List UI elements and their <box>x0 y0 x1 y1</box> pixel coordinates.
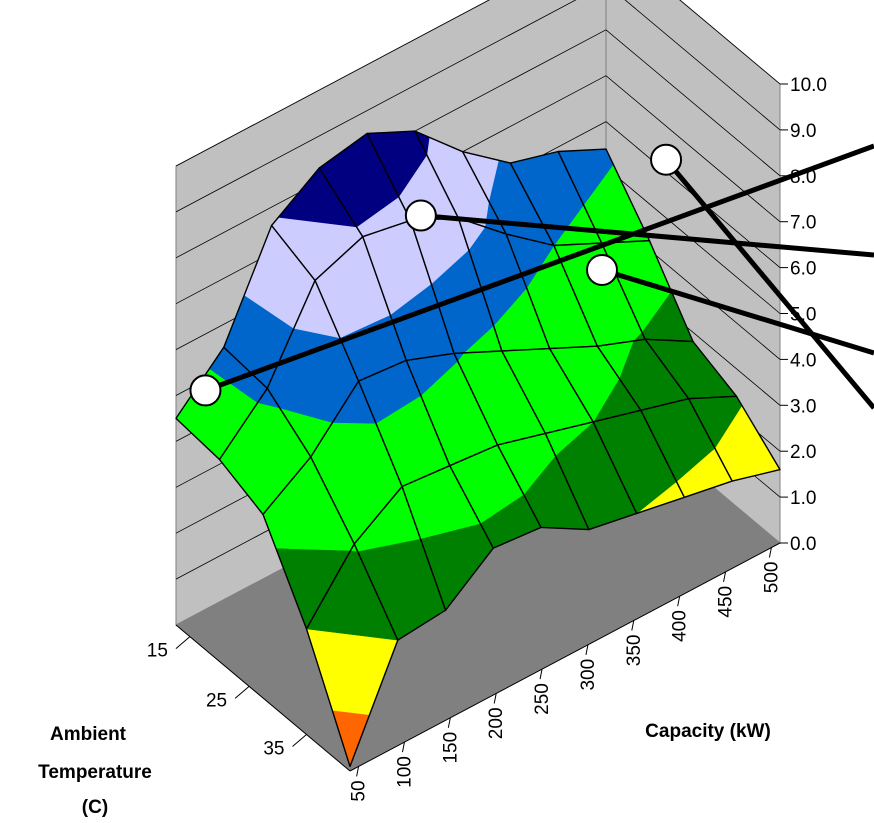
x-ticks: 50 100 150 200 250 300 350 400 450 500 <box>349 542 782 802</box>
z-tick-label: 8.0 <box>790 167 816 188</box>
callout-marker <box>586 253 619 286</box>
z-tick-label: 2.0 <box>790 442 816 463</box>
x-axis-line <box>349 542 781 772</box>
x-tick-label: 250 <box>532 683 553 715</box>
depth-tick-label: 35 <box>263 739 284 760</box>
x-tick-mark <box>677 596 681 607</box>
callout-marker <box>189 374 222 407</box>
x-tick-mark <box>401 742 405 753</box>
depth-axis-line <box>175 624 351 772</box>
surface-cell <box>688 395 781 482</box>
x-tick-mark <box>447 717 451 728</box>
depth-ticks: 15 25 35 <box>147 624 351 772</box>
x-tick-label: 500 <box>761 562 782 594</box>
z-tick-label: 1.0 <box>790 488 816 509</box>
x-tick-label: 450 <box>716 586 737 618</box>
surface-layer <box>175 130 781 768</box>
depth-axis-title-line-3: (C) <box>82 797 108 818</box>
x-tick-label: 100 <box>394 756 415 788</box>
depth-axis-title-line-1: Ambient <box>50 724 127 745</box>
x-tick-mark <box>493 693 497 704</box>
x-tick-mark <box>768 547 772 558</box>
x-tick-mark <box>723 571 727 582</box>
callout-line <box>420 213 874 258</box>
x-tick-mark <box>631 620 635 631</box>
z-tick-label: 3.0 <box>790 396 816 417</box>
z-tick-label: 0.0 <box>790 534 816 555</box>
depth-tick-mark <box>175 636 191 650</box>
depth-tick-mark <box>292 734 307 747</box>
depth-tick-mark <box>234 685 250 699</box>
x-tick-label: 400 <box>670 610 691 642</box>
callout-marker <box>404 199 437 232</box>
callout-marker <box>650 143 683 176</box>
axis-titles: Capacity (kW) Ambient Temperature (C) <box>38 721 771 818</box>
x-tick-mark <box>585 644 589 655</box>
z-tick-label: 7.0 <box>790 213 816 234</box>
depth-tick-label: 15 <box>147 641 168 662</box>
callout-line <box>204 143 874 393</box>
gridline <box>175 0 781 213</box>
x-tick-label: 200 <box>486 707 507 739</box>
callout-line <box>664 158 874 410</box>
callout-line <box>601 267 874 356</box>
x-tick-label: 150 <box>440 732 461 764</box>
z-tick-label: 5.0 <box>790 305 816 326</box>
z-tick-label: 4.0 <box>790 350 816 371</box>
z-ticks: 0.0 1.0 2.0 3.0 4.0 5.0 6.0 7.0 8.0 9.0 10.0 <box>780 75 827 555</box>
depth-tick-label: 25 <box>206 690 227 711</box>
x-tick-label: 50 <box>349 780 370 801</box>
depth-axis-title-line-2: Temperature <box>38 762 152 783</box>
z-tick-label: 9.0 <box>790 121 816 142</box>
x-tick-label: 300 <box>578 659 599 691</box>
z-tick-label: 6.0 <box>790 259 816 280</box>
gridline <box>175 0 781 167</box>
x-tick-mark <box>539 669 543 680</box>
marker-layer <box>189 143 874 410</box>
x-tick-mark <box>356 766 360 777</box>
x-axis-title: Capacity (kW) <box>645 721 771 742</box>
z-tick-label: 10.0 <box>790 75 827 96</box>
x-tick-label: 350 <box>624 635 645 667</box>
